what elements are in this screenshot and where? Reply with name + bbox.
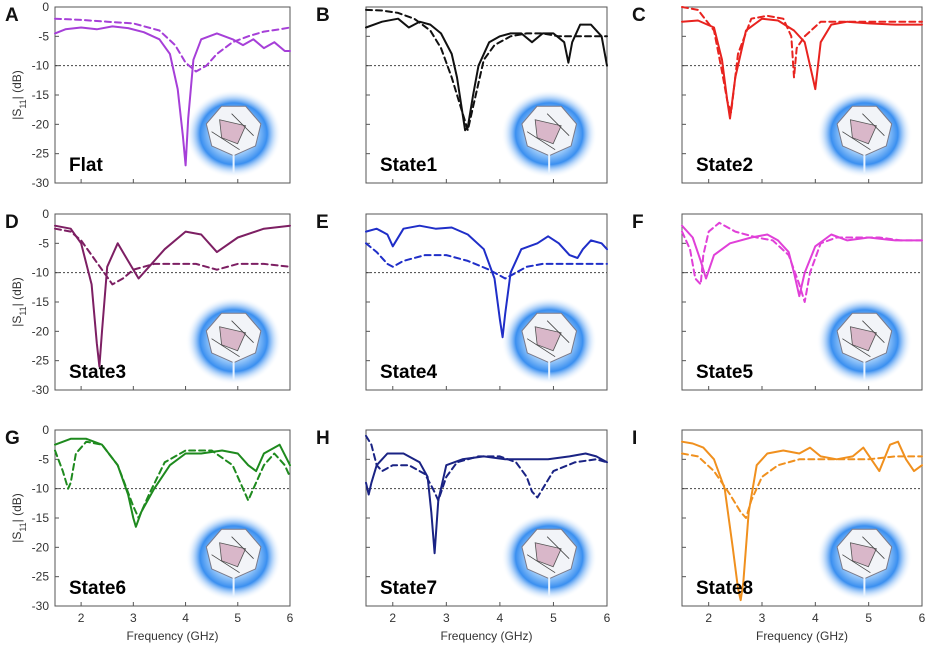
x-tick-label: 6 (604, 611, 611, 625)
x-tick-label: 4 (812, 611, 819, 625)
y-tick-label: 0 (42, 423, 49, 437)
panel-letter: G (5, 428, 20, 449)
panel-E: E State4 (316, 212, 608, 391)
state-label: Flat (69, 155, 103, 176)
series-line-dashed (365, 8, 608, 132)
y-tick-label: -20 (32, 540, 50, 554)
series-line-dashed (365, 434, 608, 502)
y-tick-label: -30 (32, 383, 50, 397)
x-tick-label: 5 (865, 611, 872, 625)
y-tick-label: -5 (38, 236, 49, 250)
y-tick-label: -25 (32, 147, 50, 161)
x-axis-label: Frequency (GHz) (440, 629, 532, 643)
series-line-dashed (365, 242, 608, 280)
y-tick-label: -10 (32, 482, 50, 496)
series-line-dashed (54, 17, 291, 73)
y-tick-label: -25 (32, 354, 50, 368)
panel-I: 2 3 4 5 6 I State8 Frequency (GHz) (632, 428, 926, 643)
panel-letter: E (316, 212, 329, 233)
panel-letter: F (632, 212, 644, 233)
y-tick-label: -15 (32, 295, 50, 309)
x-tick-label: 3 (130, 611, 137, 625)
state-label: State1 (380, 155, 437, 176)
y-tick-label: -30 (32, 176, 50, 190)
panel-G: 0 -5 -10 -15 -20 -25 -30 2 3 4 5 6 G State6 |S11| (dB)… (5, 423, 294, 643)
panel-C: C State2 (632, 5, 923, 184)
y-axis-label: |S11| (dB) (10, 277, 28, 327)
antenna-photo (816, 296, 913, 385)
y-tick-label: -5 (38, 452, 49, 466)
state-label: State8 (696, 578, 753, 599)
x-tick-label: 6 (919, 611, 926, 625)
antenna-photo (816, 512, 913, 601)
state-label: State5 (696, 362, 753, 383)
y-tick-label: -25 (32, 570, 50, 584)
panel-letter: H (316, 428, 330, 449)
y-tick-label: -15 (32, 88, 50, 102)
antenna-photo (501, 89, 598, 178)
x-tick-label: 3 (443, 611, 450, 625)
state-label: State6 (69, 578, 126, 599)
series-line-dashed (681, 221, 923, 303)
y-tick-label: 0 (42, 0, 49, 14)
state-label: State2 (696, 155, 753, 176)
x-tick-label: 2 (389, 611, 396, 625)
y-axis-label: |S11| (dB) (10, 493, 28, 543)
y-tick-label: -30 (32, 599, 50, 613)
x-tick-label: 2 (78, 611, 85, 625)
panel-H: 2 3 4 5 6 H State7 Frequency (GHz) (316, 428, 611, 643)
panel-letter: A (5, 5, 19, 26)
series-line-solid (365, 224, 608, 339)
x-tick-label: 5 (234, 611, 241, 625)
panel-letter: C (632, 5, 646, 26)
panel-letter: I (632, 428, 637, 449)
x-tick-label: 4 (182, 611, 189, 625)
x-tick-label: 2 (705, 611, 712, 625)
series-line-solid (365, 17, 608, 132)
series-line-dashed (681, 6, 923, 114)
series-line-dashed (681, 452, 923, 519)
antenna-photo (185, 296, 282, 385)
y-tick-label: -20 (32, 117, 50, 131)
y-tick-label: -15 (32, 511, 50, 525)
y-tick-label: -10 (32, 266, 50, 280)
y-tick-label: -20 (32, 324, 50, 338)
y-tick-label: -5 (38, 29, 49, 43)
x-axis-label: Frequency (GHz) (756, 629, 848, 643)
series-line-dashed (54, 227, 291, 286)
state-label: State3 (69, 362, 126, 383)
antenna-photo (501, 296, 598, 385)
y-tick-label: 0 (42, 207, 49, 221)
panel-A: 0 -5 -10 -15 -20 -25 -30 A Flat |S11| (dB) (5, 0, 291, 190)
panel-letter: B (316, 5, 330, 26)
panel-letter: D (5, 212, 19, 233)
state-label: State4 (380, 362, 437, 383)
series-line-solid (54, 25, 291, 167)
x-tick-label: 3 (759, 611, 766, 625)
panel-D: 0 -5 -10 -15 -20 -25 -30 D State3 |S11| (dB) (5, 207, 291, 397)
x-tick-label: 5 (550, 611, 557, 625)
state-label: State7 (380, 578, 437, 599)
y-axis-label: |S11| (dB) (10, 70, 28, 120)
series-line-solid (54, 224, 291, 368)
x-tick-label: 4 (497, 611, 504, 625)
antenna-photo (501, 512, 598, 601)
series-line-solid (681, 224, 923, 298)
series-line-dashed (54, 440, 291, 519)
series-line-solid (681, 440, 923, 602)
antenna-photo (185, 89, 282, 178)
panel-F: F State5 (632, 212, 923, 391)
x-axis-label: Frequency (GHz) (126, 629, 218, 643)
antenna-photo (816, 89, 913, 178)
antenna-photo (185, 512, 282, 601)
x-tick-label: 6 (287, 611, 294, 625)
y-tick-label: -10 (32, 59, 50, 73)
panel-B: B State1 (316, 5, 608, 184)
